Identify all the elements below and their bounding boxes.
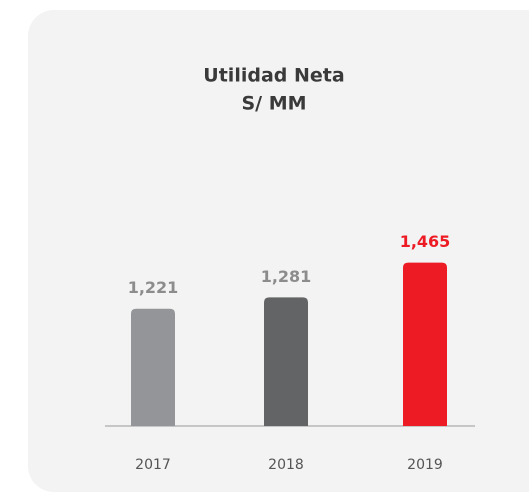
value-label: 1,465 bbox=[400, 232, 451, 251]
x-tick-label: 2019 bbox=[407, 457, 443, 473]
chart-title: Utilidad Neta bbox=[203, 65, 344, 87]
bar bbox=[131, 308, 175, 426]
x-tick-label: 2018 bbox=[268, 457, 304, 473]
bar bbox=[403, 262, 447, 426]
x-tick-label: 2017 bbox=[135, 457, 171, 473]
bar bbox=[264, 297, 308, 426]
value-label: 1,281 bbox=[261, 267, 312, 286]
value-label: 1,221 bbox=[128, 278, 179, 297]
chart-subtitle: S/ MM bbox=[241, 93, 306, 115]
